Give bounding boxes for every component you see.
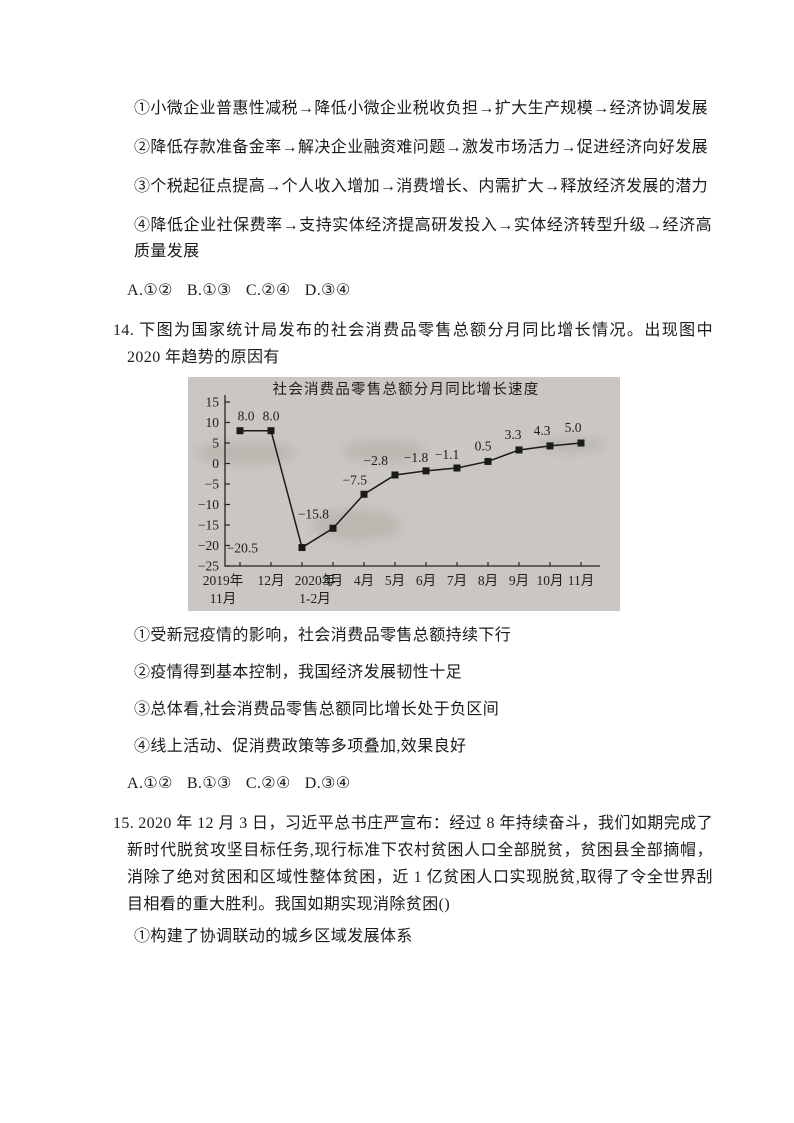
question-15-number: 15. (113, 815, 135, 832)
retail-sales-chart: 社会消费品零售总额分月同比增长速度 15 10 5 0 −5 −10 −15 −20 −25 201… (188, 377, 620, 611)
svg-text:0: 0 (212, 456, 219, 471)
data-point-label: 0.5 (475, 438, 492, 453)
svg-text:2020年: 2020年 (295, 573, 336, 588)
answer-option: A.①② (127, 775, 173, 792)
line-chart-svg: 社会消费品零售总额分月同比增长速度 15 10 5 0 −5 −10 −15 −20 −25201… (188, 377, 620, 611)
answer-option: B.①③ (186, 775, 232, 792)
svg-text:10月: 10月 (537, 573, 564, 588)
answer-option: B.①③ (186, 282, 232, 299)
chart-canvas: 社会消费品零售总额分月同比增长速度 15 10 5 0 −5 −10 −15 −20 −25 201… (188, 377, 620, 611)
statement-item: ②疫情得到基本控制，我国经济发展韧性十足 (134, 664, 463, 681)
svg-text:4月: 4月 (354, 573, 374, 588)
data-point-label: −15.8 (298, 506, 329, 521)
q13-statements: ①小微企业普惠性减税→降低小微企业税收负担→扩大生产规模→经济协调发展 ②降低存款… (0, 96, 794, 265)
svg-text:−10: −10 (198, 497, 219, 512)
svg-text:8月: 8月 (478, 573, 498, 588)
question-15-text: 2020 年 12 月 3 日，习近平总书庄严宣布：经过 8 年持续奋斗，我们如… (127, 815, 713, 913)
statement-item: ③总体看,社会消费品零售总额同比增长处于负区间 (134, 701, 500, 718)
svg-text:5: 5 (212, 436, 219, 451)
svg-text:11月: 11月 (210, 591, 237, 606)
q14-statements: ①受新冠疫情的影响，社会消费品零售总额持续下行 ②疫情得到基本控制，我国经济发展韧… (0, 623, 794, 760)
svg-text:12月: 12月 (258, 573, 285, 588)
data-point-label: 8.0 (238, 409, 255, 424)
svg-text:−25: −25 (198, 559, 219, 574)
page-content: ①小微企业普惠性减税→降低小微企业税收负担→扩大生产规模→经济协调发展 ②降低存款… (0, 96, 794, 945)
data-point-label: 8.0 (263, 409, 280, 424)
statement-item: ②降低存款准备金率→解决企业融资难问题→激发市场活力→促进经济向好发展 (134, 139, 709, 156)
answer-option: D.③④ (304, 282, 351, 299)
question-14-number: 14. (113, 322, 135, 339)
question-15: 15. 2020 年 12 月 3 日，习近平总书庄严宣布：经过 8 年持续奋斗，… (113, 810, 713, 918)
statement-item: ①小微企业普惠性减税→降低小微企业税收负担→扩大生产规模→经济协调发展 (134, 100, 709, 117)
data-point-label: −20.5 (227, 541, 258, 556)
statement-item: ④线上活动、促消费政策等多项叠加,效果良好 (134, 738, 467, 755)
data-point-label: −1.1 (435, 447, 460, 462)
svg-text:−15: −15 (198, 518, 219, 533)
svg-text:2019年: 2019年 (203, 573, 244, 588)
data-point-label: 5.0 (565, 420, 582, 435)
answer-option: D.③④ (304, 775, 351, 792)
answer-option: C.②④ (245, 775, 291, 792)
svg-text:6月: 6月 (416, 573, 436, 588)
statement-item: ①受新冠疫情的影响，社会消费品零售总额持续下行 (134, 627, 512, 644)
data-point-label: 4.3 (534, 423, 551, 438)
data-point-label: −1.8 (404, 450, 429, 465)
question-14-text: 下图为国家统计局发布的社会消费品零售总额分月同比增长情况。出现图中 2020 年… (127, 322, 713, 366)
statement-item: ③个税起征点提高→个人收入增加→消费增长、内需扩大→释放经济发展的潜力 (134, 178, 709, 195)
svg-text:15: 15 (206, 395, 220, 410)
svg-text:−20: −20 (198, 538, 219, 553)
answer-option: C.②④ (245, 282, 291, 299)
q13-options-row: A.①② B.①③ C.②④ D.③④ (127, 278, 794, 304)
data-point-label: 3.3 (505, 427, 522, 442)
data-point-label: −2.8 (364, 453, 389, 468)
svg-text:11月: 11月 (568, 573, 595, 588)
chart-title: 社会消费品零售总额分月同比增长速度 (273, 381, 540, 398)
statement-item: ①构建了协调联动的城乡区域发展体系 (134, 928, 413, 945)
svg-text:−5: −5 (205, 477, 220, 492)
svg-text:10: 10 (206, 415, 220, 430)
q14-options-row: A.①② B.①③ C.②④ D.③④ (127, 771, 794, 797)
svg-text:3月: 3月 (323, 573, 343, 588)
data-point-label: −7.5 (343, 472, 368, 487)
question-14: 14. 下图为国家统计局发布的社会消费品零售总额分月同比增长情况。出现图中 202… (113, 317, 713, 371)
answer-option: A.①② (127, 282, 173, 299)
svg-text:9月: 9月 (509, 573, 529, 588)
svg-text:5月: 5月 (385, 573, 405, 588)
svg-text:7月: 7月 (447, 573, 467, 588)
statement-item: ④降低企业社保费率→支持实体经济提高研发投入→实体经济转型升级→经济高质量发展 (134, 217, 712, 260)
svg-text:1-2月: 1-2月 (299, 591, 331, 606)
